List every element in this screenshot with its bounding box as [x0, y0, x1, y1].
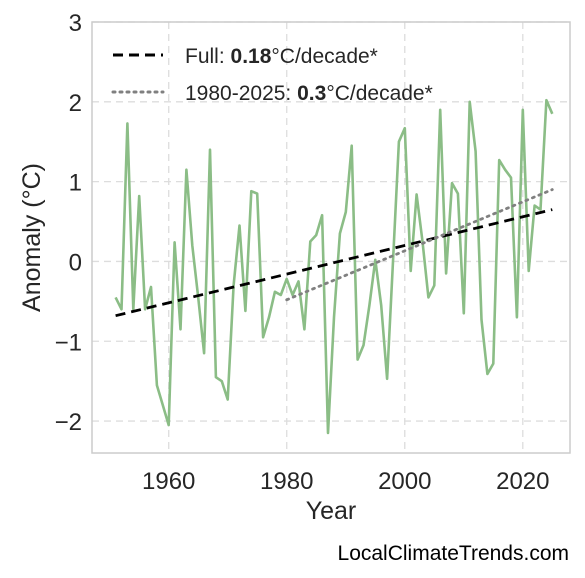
y-tick-label: 2 [69, 90, 82, 117]
legend-label-full: Full: 0.18°C/decade* [185, 45, 378, 68]
source-footer: LocalClimateTrends.com [337, 542, 569, 565]
y-axis-ticks: −2 −1 0 1 2 3 [55, 10, 82, 436]
y-tick-label: −1 [55, 329, 82, 356]
x-axis-label: Year [306, 497, 357, 525]
x-tick-label: 1960 [142, 468, 195, 495]
full-trend-line [115, 208, 553, 318]
y-tick-label: 3 [69, 10, 82, 37]
y-tick-label: −2 [55, 409, 82, 436]
plot-frame [91, 21, 571, 454]
y-axis-label: Anomaly (°C) [18, 163, 46, 312]
legend-label-recent: 1980-2025: 0.3°C/decade* [185, 82, 433, 105]
x-tick-label: 2000 [378, 468, 431, 495]
recent-trend-line [285, 188, 554, 302]
legend: Full: 0.18°C/decade* 1980-2025: 0.3°C/de… [111, 45, 433, 105]
x-tick-label: 1980 [260, 468, 313, 495]
x-axis-ticks: 1960 1980 2000 2020 [142, 468, 549, 495]
y-tick-label: 0 [69, 249, 82, 276]
x-tick-label: 2020 [496, 468, 549, 495]
series-layer [114, 98, 554, 435]
anomaly-line [114, 98, 554, 435]
y-tick-label: 1 [69, 170, 82, 197]
